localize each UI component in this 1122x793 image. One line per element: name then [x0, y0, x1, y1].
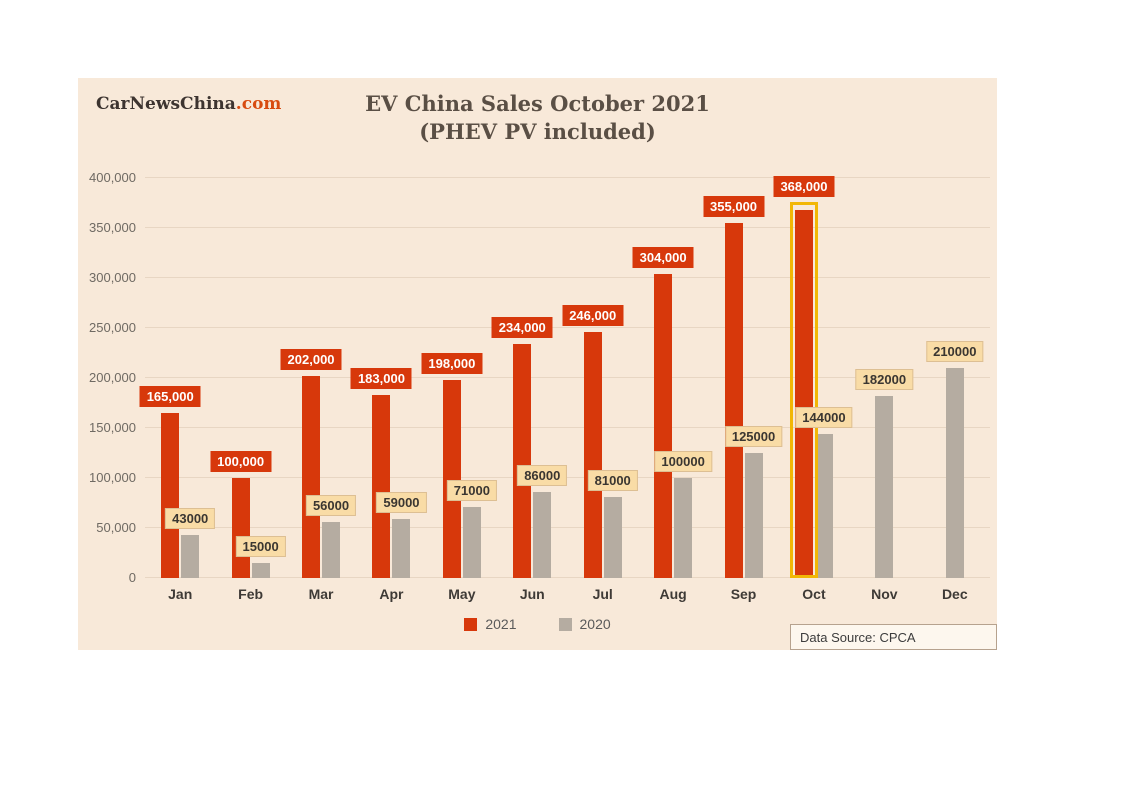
bar-2020-mar [322, 522, 341, 578]
bar-2020-jun [533, 492, 552, 578]
legend: 2021 2020 [78, 616, 997, 632]
bar-2020-jan [181, 535, 200, 578]
bar-2020-oct [814, 434, 833, 578]
x-axis-label: Mar [308, 586, 334, 602]
bar-value-label: 355,000 [703, 196, 765, 217]
legend-item-2021: 2021 [464, 616, 517, 632]
gridline [145, 277, 990, 278]
bar-value-label: 210000 [926, 341, 984, 362]
gridline [145, 377, 990, 378]
bar-value-label: 368,000 [773, 176, 835, 197]
brand-logo: CarNewsChina.com [96, 94, 281, 114]
bar-value-label: 15000 [235, 536, 286, 557]
y-tick-label: 0 [128, 570, 136, 585]
chart-panel: CarNewsChina.com EV China Sales October … [78, 78, 997, 650]
gridline [145, 427, 990, 428]
x-axis-label: Apr [379, 586, 404, 602]
bar-value-label: 43000 [165, 508, 216, 529]
bar-value-label: 81000 [587, 470, 638, 491]
y-tick-label: 100,000 [89, 470, 136, 485]
x-axis-label: Feb [238, 586, 264, 602]
bar-2021-sep [724, 223, 743, 578]
gridline [145, 177, 990, 178]
bar-2020-apr [392, 519, 411, 578]
highlight-outline [789, 202, 818, 578]
y-tick-label: 350,000 [89, 220, 136, 235]
bar-value-label: 182000 [855, 369, 914, 390]
x-axis-label: Jan [168, 586, 193, 602]
bar-2021-oct [794, 210, 813, 578]
bar-value-label: 183,000 [350, 368, 412, 389]
bar-value-label: 86000 [517, 465, 568, 486]
bar-2021-apr [372, 395, 391, 578]
bar-value-label: 59000 [376, 492, 427, 513]
bar-value-label: 202,000 [280, 349, 342, 370]
legend-label: 2020 [579, 616, 611, 632]
bar-value-label: 234,000 [491, 317, 553, 338]
chart-title-line1: EV China Sales October 2021 [365, 91, 710, 116]
y-tick-label: 400,000 [89, 170, 136, 185]
bar-2021-may [442, 380, 461, 578]
bar-2020-feb [251, 563, 270, 578]
bar-value-label: 246,000 [562, 305, 624, 326]
plot-area: Jan 165,000 43000 Feb 100,000 15000 Mar 202,000… [139, 176, 990, 602]
gridline [145, 527, 990, 528]
y-tick-label: 250,000 [89, 320, 136, 335]
bar-value-label: 198,000 [421, 353, 483, 374]
bar-2020-jul [603, 497, 622, 578]
gridline [145, 227, 990, 228]
x-axis-label: Oct [802, 586, 826, 602]
y-tick-label: 150,000 [89, 420, 136, 435]
x-axis-label: Sep [730, 586, 757, 602]
bar-value-label: 144000 [795, 407, 853, 428]
gridline [145, 327, 990, 328]
legend-label: 2021 [485, 616, 517, 632]
chart-title: EV China Sales October 2021 (PHEV PV inc… [78, 90, 997, 147]
bar-value-label: 125000 [724, 426, 783, 447]
bar-value-label: 165,000 [139, 386, 201, 407]
y-tick-label: 200,000 [89, 370, 136, 385]
bar-2021-mar [302, 376, 321, 578]
chart-title-line2: (PHEV PV included) [419, 119, 656, 145]
bar-value-label: 100,000 [210, 451, 272, 472]
bar-2021-feb [231, 478, 250, 578]
x-axis-label: Aug [659, 586, 687, 602]
bar-2020-may [462, 507, 481, 578]
bar-value-label: 56000 [305, 495, 357, 516]
brand-suffix: .com [235, 94, 282, 114]
bar-2021-jun [513, 344, 532, 578]
gridline [145, 577, 990, 578]
brand-name: CarNewsChina [96, 94, 236, 114]
gridline [145, 477, 990, 478]
x-axis-label: Jun [519, 586, 545, 602]
bar-value-label: 100000 [654, 451, 712, 472]
x-axis-label: Jul [592, 586, 613, 602]
x-axis-label: Dec [941, 586, 968, 602]
legend-swatch [464, 617, 478, 631]
bar-2020-dec [945, 368, 964, 578]
y-tick-label: 50,000 [96, 520, 136, 535]
bar-2020-sep [744, 453, 763, 578]
bar-2021-aug [654, 274, 673, 578]
y-axis: 0 50,000 100,000 150,000 200,000 250,000 300,0… [78, 170, 136, 585]
x-axis-label: May [448, 586, 476, 602]
y-tick-label: 300,000 [89, 270, 136, 285]
bar-2020-aug [674, 478, 693, 578]
x-axis-label: Nov [871, 586, 898, 602]
legend-item-2020: 2020 [558, 616, 611, 632]
bar-2021-jan [161, 413, 180, 578]
data-source-text: Data Source: CPCA [800, 629, 916, 645]
bar-value-label: 304,000 [632, 247, 694, 268]
bar-2021-jul [583, 332, 602, 578]
data-source-box: Data Source: CPCA [790, 624, 997, 650]
bar-2020-nov [875, 396, 894, 578]
bar-value-label: 71000 [446, 480, 497, 501]
legend-swatch [558, 617, 572, 631]
